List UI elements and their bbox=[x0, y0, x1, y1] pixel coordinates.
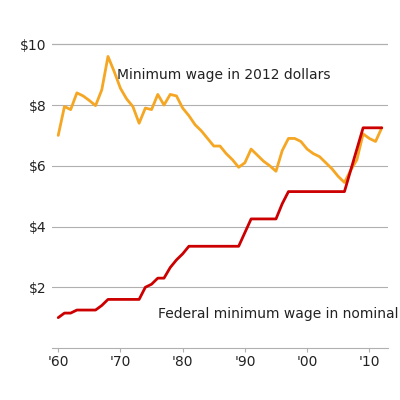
Text: Federal minimum wage in nominal dollars: Federal minimum wage in nominal dollars bbox=[158, 307, 400, 321]
Text: Minimum wage in 2012 dollars: Minimum wage in 2012 dollars bbox=[117, 68, 331, 82]
